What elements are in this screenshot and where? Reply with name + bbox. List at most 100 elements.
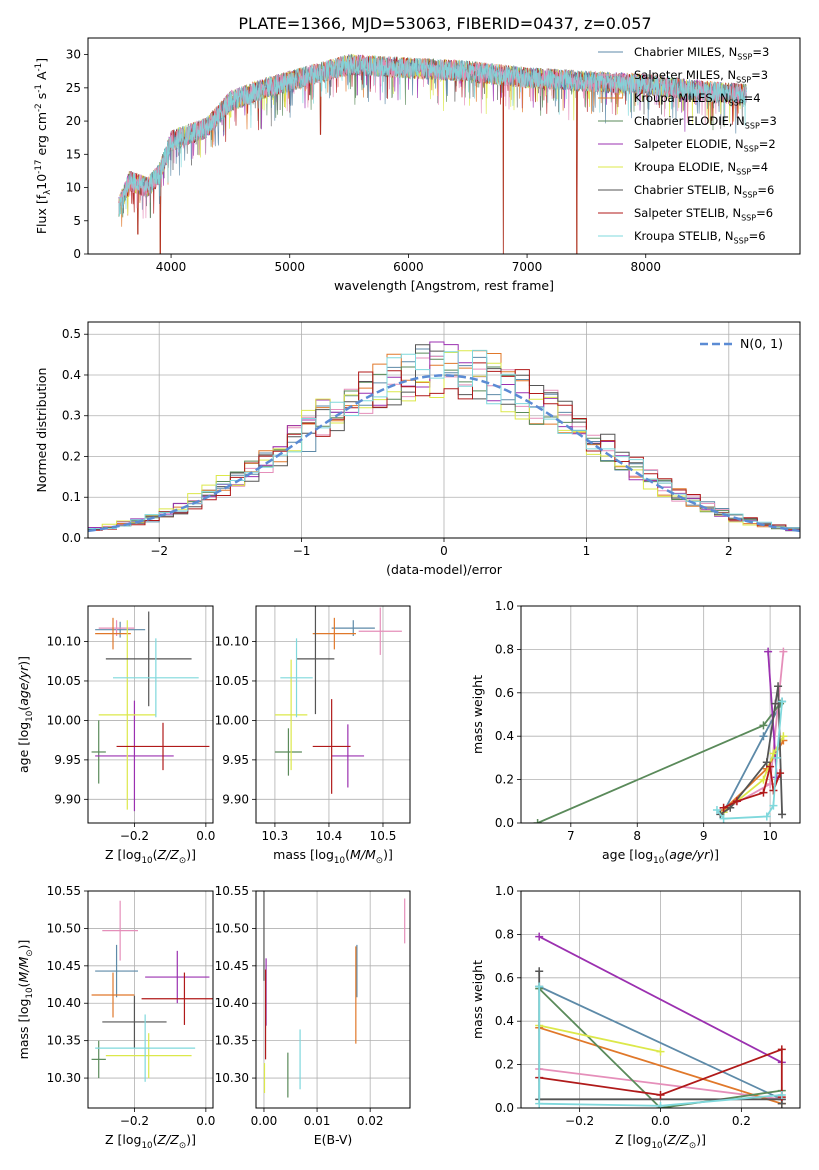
- x-tick-label: 0: [440, 544, 448, 558]
- weight-marker-6: [771, 699, 780, 708]
- x-tick-label: 8000: [630, 260, 661, 274]
- x-axis-label: age [log10(age/yr)]: [602, 847, 719, 866]
- weight-marker-7: [719, 803, 728, 812]
- legend-entry: Salpeter MILES, NSSP=3: [634, 68, 768, 84]
- mass-vs-Z-panel: −0.2 0.0 10.30 10.35 10.40 10.45 10.50 10.55 Z […: [16, 884, 215, 1151]
- weight-line-5: [539, 1024, 661, 1053]
- weight-marker-7: [656, 1090, 665, 1099]
- plot-area: [535, 932, 786, 1108]
- x-axis-label: Z [log10(Z/Z⊙)]: [615, 1132, 706, 1151]
- y-tick-label: 1.0: [495, 599, 514, 613]
- weight-line-1: [539, 1068, 782, 1101]
- weight-vs-Z-panel: −0.2 0.0 0.2 0.0 0.2 0.4 0.6 0.8 1.0 Z [log10(Z/Z…: [470, 884, 801, 1151]
- y-tick-label: 9.95: [222, 753, 249, 767]
- y-tick-label: 0.0: [62, 531, 81, 545]
- x-tick-label: 9: [700, 829, 708, 843]
- weight-line-8: [538, 986, 782, 1107]
- legend-entry: Kroupa MILES, NSSP=4: [634, 91, 761, 107]
- weight-marker-8: [656, 1101, 665, 1108]
- x-tick-label: −0.2: [120, 829, 149, 843]
- y-tick-label: 0.3: [62, 409, 81, 423]
- weight-marker-8: [777, 1090, 786, 1099]
- y-tick-label: 10.55: [215, 884, 249, 898]
- y-axis-label: Flux [fλ10-17 erg cm-2 s-1 A-1]: [34, 58, 53, 234]
- y-tick-label: 10.00: [215, 713, 249, 727]
- weight-marker-7: [732, 797, 741, 806]
- y-tick-label: 10.10: [47, 635, 81, 649]
- weight-marker-8: [769, 801, 778, 810]
- axes-frame: [87, 37, 801, 255]
- y-tick-label: 15: [66, 147, 81, 161]
- plot-area: [533, 647, 788, 823]
- legend-entry: Chabrier ELODIE, NSSP=3: [634, 114, 777, 130]
- axes-frame: [87, 605, 214, 824]
- y-tick-label: 0.8: [495, 927, 514, 941]
- weight-marker-7: [766, 762, 775, 771]
- weight-marker-3: [759, 721, 768, 730]
- y-tick-label: 10.05: [47, 674, 81, 688]
- weight-marker-1: [779, 647, 788, 656]
- y-axis-label: Normed distribution: [34, 368, 49, 493]
- y-tick-label: 10.50: [47, 921, 81, 935]
- y-tick-label: 10.30: [215, 1071, 249, 1085]
- x-tick-label: 0.0: [651, 1114, 670, 1128]
- y-tick-label: 30: [66, 48, 81, 62]
- spectrum-panel: 4000 5000 6000 7000 8000 0 5 10 15 20 25 30 waveleng…: [34, 37, 801, 293]
- age-vs-Z-panel: −0.2 0.0 9.90 9.95 10.00 10.05 10.10 Z [log10(Z…: [16, 605, 215, 866]
- weight-line-7: [539, 1048, 783, 1098]
- x-axis-label: E(B-V): [314, 1132, 353, 1147]
- weight-marker-8: [712, 805, 721, 814]
- x-tick-label: 8: [633, 829, 641, 843]
- histogram-7: [88, 362, 800, 531]
- y-axis-label: mass [log10(M/M⊙)]: [16, 940, 35, 1060]
- x-tick-label: −0.2: [120, 1114, 149, 1128]
- weight-line-4: [767, 651, 778, 778]
- y-tick-label: 10.35: [47, 1034, 81, 1048]
- axes-frame: [87, 321, 801, 539]
- weight-marker-4: [535, 932, 544, 941]
- y-tick-label: 20: [66, 114, 81, 128]
- weight-line-2: [538, 1026, 783, 1105]
- y-tick-label: 10.55: [47, 884, 81, 898]
- weight-marker-3: [533, 819, 542, 823]
- y-tick-label: 25: [66, 81, 81, 95]
- plot-area: [91, 611, 210, 812]
- legend-entry: Kroupa ELODIE, NSSP=4: [634, 160, 768, 176]
- x-axis-label: mass [log10(M/M⊙)]: [273, 847, 393, 866]
- y-tick-label: 10.30: [47, 1071, 81, 1085]
- weight-line-3: [537, 703, 781, 823]
- x-tick-label: 0.02: [357, 1114, 384, 1128]
- weight-marker-5: [779, 732, 788, 741]
- plot-area: [263, 891, 406, 1098]
- y-tick-label: 0.6: [495, 971, 514, 985]
- y-axis-label: age [log10(age/yr)]: [16, 656, 35, 773]
- x-axis-label: wavelength [Angstrom, rest frame]: [334, 278, 554, 293]
- x-axis-label: Z [log10(Z/Z⊙)]: [105, 1132, 196, 1151]
- y-tick-label: 1.0: [495, 884, 514, 898]
- y-tick-label: 10.45: [47, 959, 81, 973]
- y-tick-label: 0.2: [495, 773, 514, 787]
- weight-marker-7: [777, 1045, 786, 1054]
- y-tick-label: 0.2: [495, 1058, 514, 1072]
- x-axis-label: (data-model)/error: [386, 562, 503, 577]
- y-tick-label: 0.4: [495, 729, 514, 743]
- weight-marker-4: [764, 647, 773, 656]
- residuals-panel: −2 −1 0 1 2 0.0 0.1 0.2 0.3 0.4 0.5 (data-model)/er…: [34, 321, 801, 577]
- y-tick-label: 10.00: [47, 713, 81, 727]
- x-tick-label: 10: [762, 829, 777, 843]
- axes-frame: [255, 890, 411, 1109]
- x-tick-label: −2: [150, 544, 168, 558]
- y-tick-label: 0.0: [495, 1101, 514, 1115]
- x-tick-label: 10.4: [316, 829, 343, 843]
- y-tick-label: 0.0: [495, 816, 514, 830]
- weight-line-6: [719, 686, 783, 816]
- plot-area: [91, 900, 213, 1082]
- plot-area: [118, 53, 747, 254]
- y-axis-label: mass weight: [470, 960, 485, 1039]
- y-tick-label: 0.5: [62, 327, 81, 341]
- y-tick-label: 10.45: [215, 959, 249, 973]
- x-tick-label: 5000: [274, 260, 305, 274]
- axes-frame: [520, 890, 801, 1109]
- x-tick-label: 7: [567, 829, 575, 843]
- weight-marker-8: [535, 982, 544, 991]
